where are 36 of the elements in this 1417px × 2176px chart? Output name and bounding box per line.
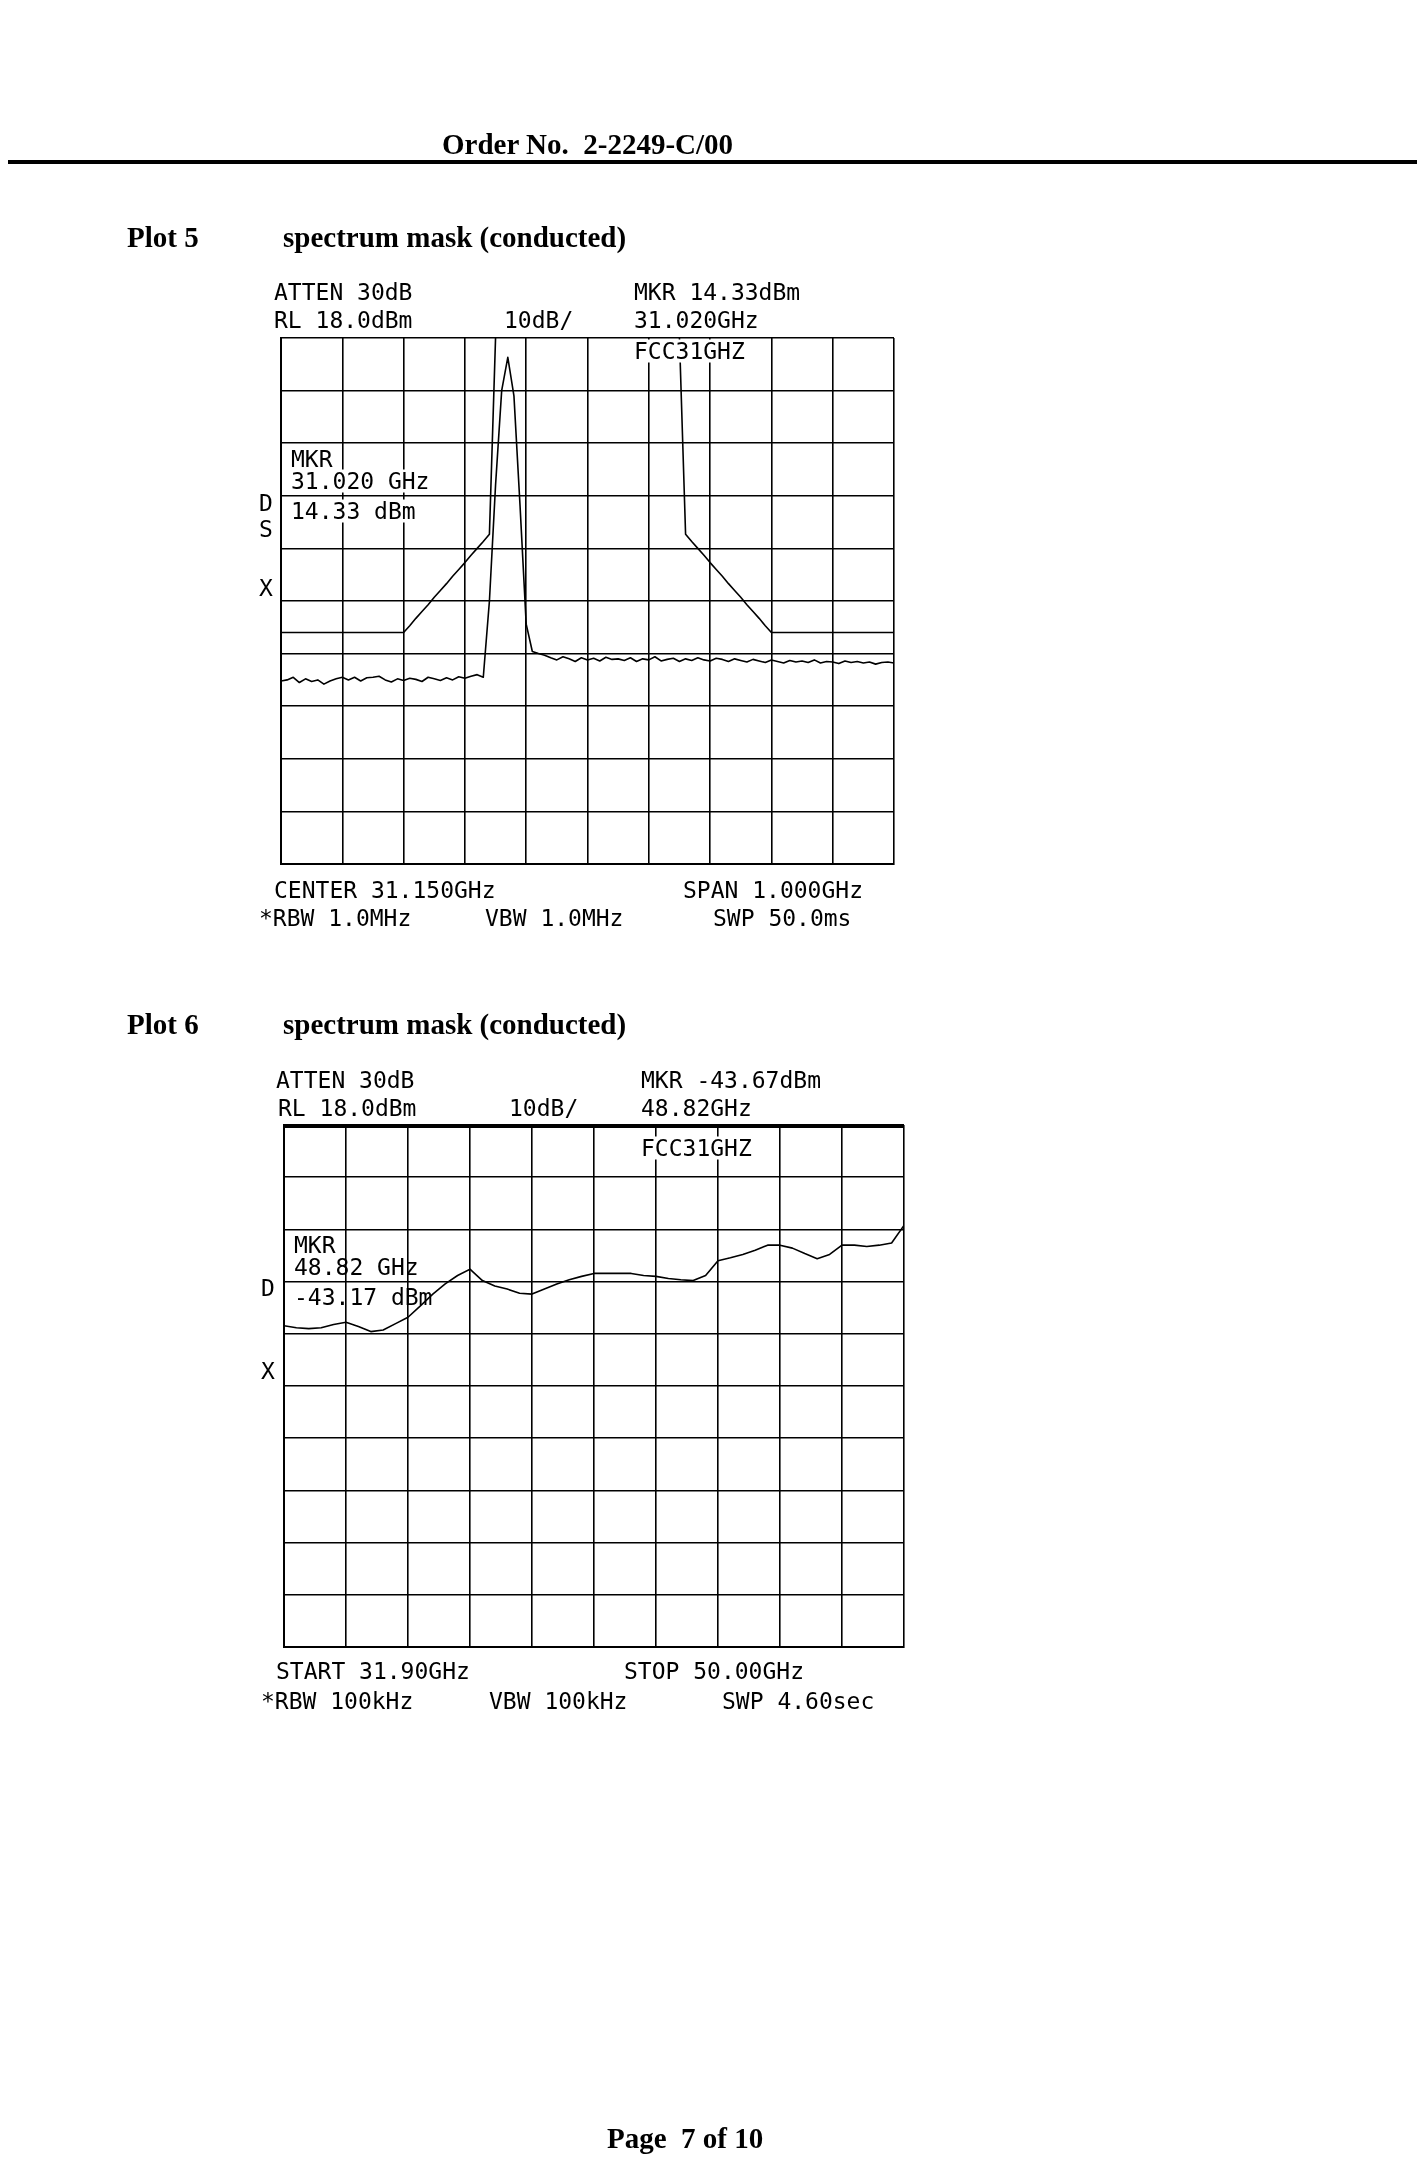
annotation: MKR <box>294 1231 336 1258</box>
annotation: 31.020 GHz <box>291 467 430 494</box>
text: RL 18.0dBm <box>278 1094 417 1121</box>
text: VBW 100kHz <box>489 1687 628 1714</box>
chart-title: Plot 6 <box>127 1007 199 1041</box>
text: SWP 50.0ms <box>713 904 852 931</box>
text: Page 7 of 10 <box>607 2121 764 2154</box>
text: MKR 14.33dBm <box>634 278 801 305</box>
text: VBW 1.0MHz <box>485 904 624 931</box>
text: ATTEN 30dB <box>276 1066 415 1093</box>
text: X <box>259 574 273 601</box>
text: 48.82GHz <box>641 1094 752 1121</box>
text: MKR -43.67dBm <box>641 1066 822 1093</box>
text: S <box>259 515 273 542</box>
text: D <box>261 1274 275 1301</box>
text: START 31.90GHz <box>276 1657 470 1684</box>
annotation: 14.33 dBm <box>291 497 416 524</box>
text: FCC31GHZ <box>641 1134 752 1161</box>
annotation: FCC31GHZ <box>634 337 745 364</box>
text: 31.020GHz <box>634 306 759 333</box>
text: X <box>261 1357 275 1384</box>
chart-title: Plot 5 <box>127 220 199 254</box>
text: D <box>259 489 273 516</box>
chart-subtitle: spectrum mask (conducted) <box>283 220 627 254</box>
text: SWP 4.60sec <box>722 1687 875 1714</box>
text: CENTER 31.150GHz <box>274 876 496 903</box>
chart-subtitle: spectrum mask (conducted) <box>283 1007 627 1041</box>
text: 10dB/ <box>509 1094 579 1121</box>
text: ATTEN 30dB <box>274 278 413 305</box>
text: RL 18.0dBm <box>274 306 413 333</box>
text: STOP 50.00GHz <box>624 1657 805 1684</box>
text: *RBW 1.0MHz <box>259 904 412 931</box>
text: 10dB/ <box>504 306 574 333</box>
text: Order No. 2-2249-C/00 <box>442 127 734 160</box>
text: SPAN 1.000GHz <box>683 876 864 903</box>
text: *RBW 100kHz <box>261 1687 414 1714</box>
